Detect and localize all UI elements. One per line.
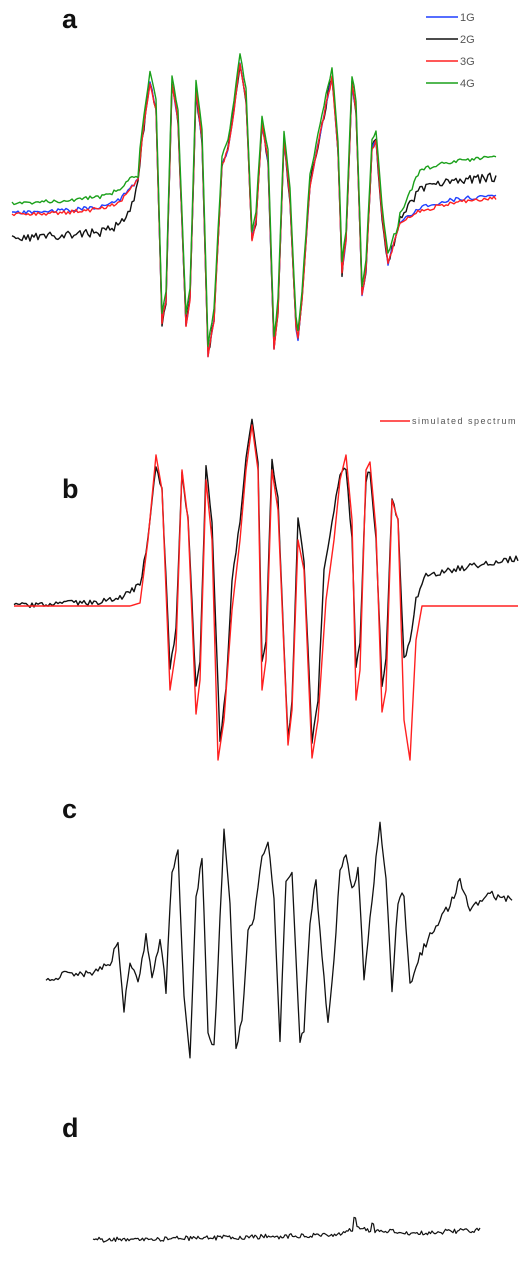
panel-a-plot [11, 53, 497, 358]
legend-label-2g: 2G [460, 34, 475, 46]
panel-d-spectrum-line [92, 1216, 481, 1243]
series-line-2g [11, 65, 497, 352]
panel-c-spectrum-line [45, 821, 513, 1059]
panel-b-legend: simulated spectrum [380, 416, 517, 426]
series-line-4g [11, 53, 497, 347]
legend-label-4g: 4G [460, 78, 475, 90]
panel-c-spectrum: c [45, 794, 513, 1059]
panel-b-letter: b [62, 474, 79, 504]
experimental-spectrum-line [13, 418, 519, 744]
panel-d-spectrum: d [62, 1113, 481, 1243]
panel-d-plot [92, 1216, 481, 1243]
panel-d-letter: d [62, 1113, 79, 1143]
panel-b-plot [13, 418, 519, 761]
panel-b-simulation: b simulated spectrum [13, 416, 519, 761]
panel-a-letter: a [62, 4, 78, 34]
panel-c-plot [45, 821, 513, 1059]
panel-a-legend: 1G 2G 3G 4G [426, 12, 475, 90]
legend-label-1g: 1G [460, 12, 475, 24]
panel-a-spectra: a 1G 2G 3G 4G [11, 4, 497, 358]
panel-c-letter: c [62, 794, 77, 824]
legend-label-3g: 3G [460, 56, 475, 68]
legend-label-simulated: simulated spectrum [412, 416, 517, 426]
simulated-spectrum-line [14, 424, 518, 761]
series-line-3g [11, 63, 497, 358]
